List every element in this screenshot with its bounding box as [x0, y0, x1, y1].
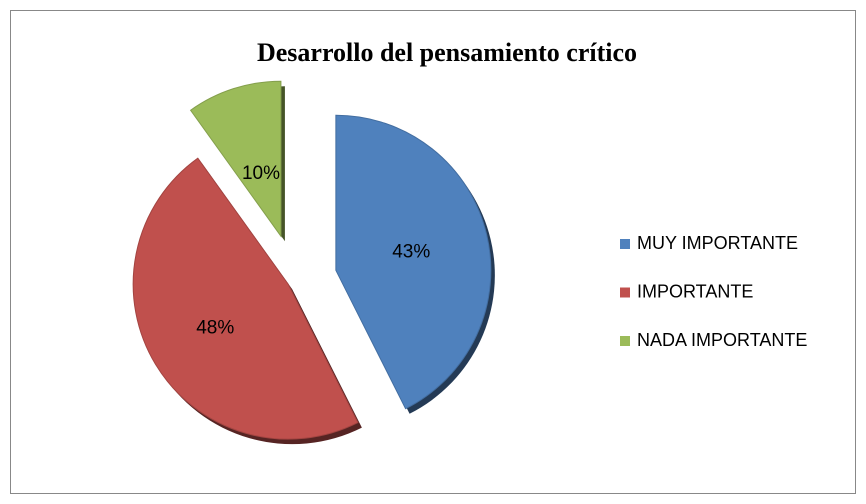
legend-label: NADA IMPORTANTE — [637, 330, 807, 350]
legend-swatch — [620, 287, 630, 298]
data-label: 10% — [242, 163, 280, 184]
data-label: 43% — [392, 241, 430, 262]
legend-label: IMPORTANTE — [637, 281, 753, 301]
data-label: 48% — [196, 317, 234, 338]
chart-title: Desarrollo del pensamiento crítico — [257, 38, 637, 67]
pie-slice — [132, 157, 359, 440]
legend-swatch — [620, 336, 630, 346]
pie-slice — [335, 114, 492, 410]
legend-label: MUY IMPORTANTE — [637, 233, 798, 253]
legend-swatch — [620, 239, 630, 249]
pie-slice — [189, 80, 282, 238]
